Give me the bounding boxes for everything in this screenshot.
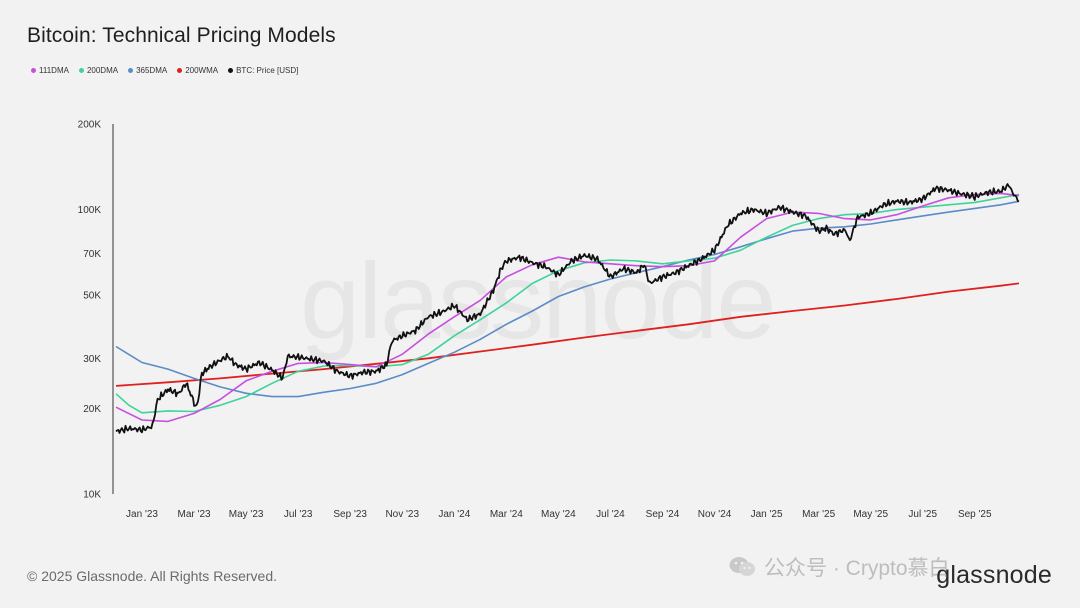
x-tick-label: Mar '23 bbox=[178, 509, 211, 520]
legend-dot-btc-price bbox=[228, 68, 234, 73]
x-tick-label: Jan '24 bbox=[438, 509, 470, 520]
glassnode-logo: glassnode bbox=[936, 561, 1052, 589]
y-tick-label: 50K bbox=[83, 291, 101, 302]
x-tick-label: Sep '25 bbox=[958, 509, 992, 520]
wechat-icon bbox=[729, 556, 756, 578]
legend-dot-200dma bbox=[78, 68, 84, 73]
x-tick-label: May '23 bbox=[229, 509, 264, 520]
y-tick-label: 100K bbox=[78, 205, 102, 216]
legend-label-200wma: 200WMA bbox=[185, 66, 219, 75]
legend-item-200dma[interactable]: 200DMA bbox=[78, 66, 119, 75]
x-tick-label: Mar '25 bbox=[802, 509, 835, 520]
x-tick-label: Jul '24 bbox=[596, 509, 625, 520]
legend-item-111dma[interactable]: 111DMA bbox=[31, 66, 69, 75]
y-axis-ticks: 10K 20K 30K 50K 70K 100K 200K bbox=[78, 120, 102, 501]
x-tick-label: Nov '23 bbox=[385, 509, 419, 520]
series-line-365dma bbox=[115, 200, 1020, 398]
legend-dot-200wma bbox=[177, 68, 183, 73]
legend-label-200dma: 200DMA bbox=[86, 66, 119, 75]
legend-dot-111dma bbox=[31, 68, 36, 73]
series-line-200wma bbox=[115, 282, 1020, 387]
x-tick-label: Jan '23 bbox=[126, 509, 158, 520]
series-line-200dma bbox=[115, 193, 1020, 414]
legend-item-365dma[interactable]: 365DMA bbox=[128, 66, 167, 75]
series-line-111dma bbox=[115, 192, 1020, 423]
series-lines bbox=[115, 183, 1020, 434]
legend-item-200wma[interactable]: 200WMA bbox=[177, 66, 218, 75]
x-tick-label: Sep '23 bbox=[333, 509, 367, 520]
legend-dot-365dma bbox=[128, 68, 134, 73]
x-tick-label: May '25 bbox=[853, 509, 888, 520]
wechat-watermark: 公众号 · Crypto慕白 bbox=[729, 552, 950, 582]
y-tick-label: 10K bbox=[83, 490, 101, 501]
series-line-price bbox=[115, 183, 1020, 434]
chart-legend: 111DMA 200DMA 365DMA 200WMA BTC: Price [… bbox=[31, 66, 298, 75]
x-tick-label: Jul '23 bbox=[284, 509, 313, 520]
y-tick-label: 70K bbox=[83, 249, 101, 260]
x-tick-label: Mar '24 bbox=[490, 509, 523, 520]
x-tick-label: Jan '25 bbox=[751, 509, 783, 520]
legend-item-btc-price[interactable]: BTC: Price [USD] bbox=[228, 66, 298, 75]
x-tick-label: Jul '25 bbox=[908, 509, 937, 520]
legend-label-btc-price: BTC: Price [USD] bbox=[236, 66, 299, 75]
x-tick-label: May '24 bbox=[541, 509, 576, 520]
x-tick-label: Sep '24 bbox=[646, 509, 680, 520]
copyright-text: © 2025 Glassnode. All Rights Reserved. bbox=[27, 568, 278, 584]
wechat-label: 公众号 · Crypto慕白 bbox=[764, 557, 950, 580]
y-tick-label: 200K bbox=[78, 120, 102, 131]
y-tick-label: 30K bbox=[83, 354, 101, 365]
chart-title: Bitcoin: Technical Pricing Models bbox=[27, 24, 336, 47]
y-tick-label: 20K bbox=[83, 404, 101, 415]
x-axis-ticks: Jan '23 Mar '23 May '23 Jul '23 Sep '23 Nov '… bbox=[126, 509, 992, 520]
x-tick-label: Nov '24 bbox=[698, 509, 732, 520]
legend-label-111dma: 111DMA bbox=[39, 66, 69, 75]
legend-label-365dma: 365DMA bbox=[136, 66, 168, 75]
